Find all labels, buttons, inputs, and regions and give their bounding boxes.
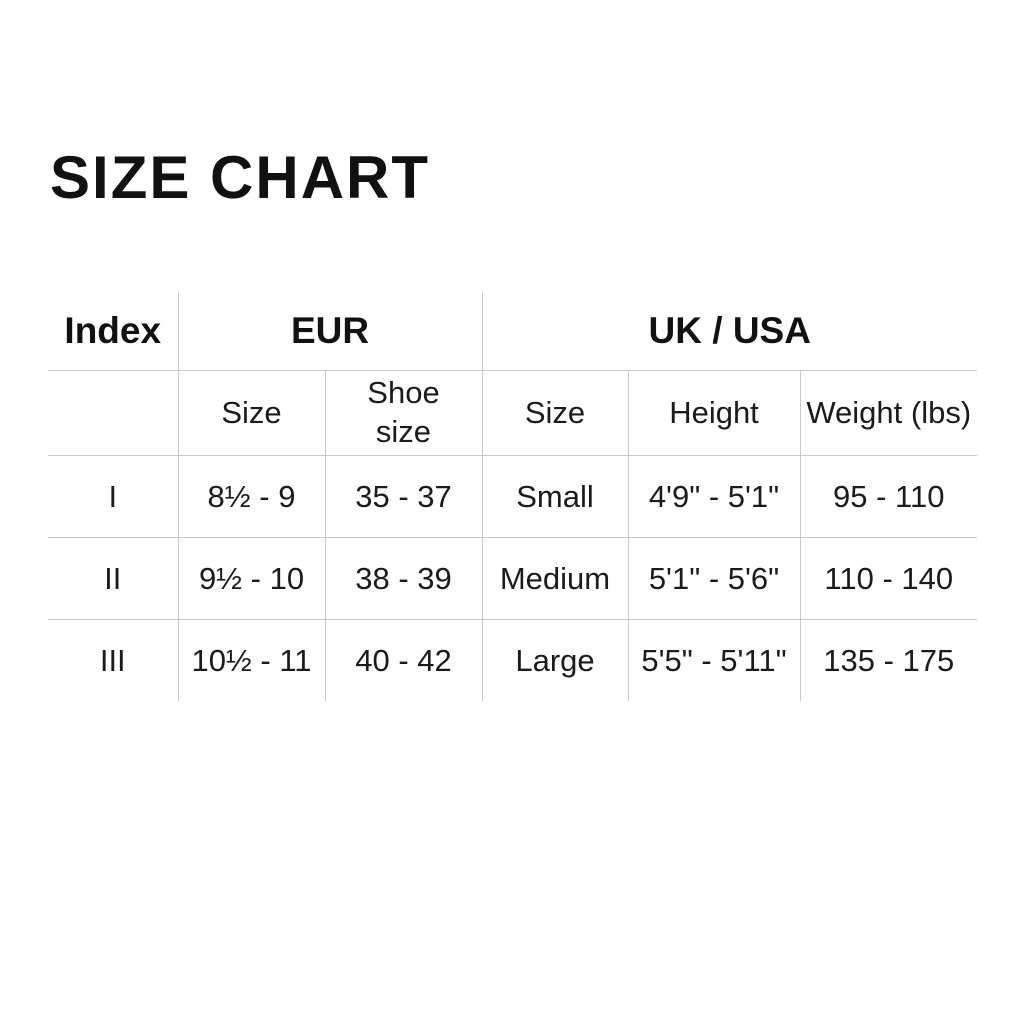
cell-weight-III: 135 - 175 xyxy=(823,642,955,678)
page-title: SIZE CHART xyxy=(50,144,430,211)
cell-eur-size-II: 9½ - 10 xyxy=(178,537,326,620)
subheader-weight: Weight (lbs) xyxy=(800,370,978,456)
subheader-usa-size: Size xyxy=(482,370,629,456)
group-header-eur: EUR xyxy=(178,292,483,371)
cell-weight-II: 110 - 140 xyxy=(800,537,978,620)
cell-index-III: III xyxy=(48,619,179,701)
subheader-height: Height xyxy=(628,370,801,456)
cell-eur-shoe-size-I: 35 - 37 xyxy=(325,455,483,538)
cell-usa-size-II: Medium xyxy=(482,537,629,620)
subheader-eur-shoe-size-label: Shoe size xyxy=(367,375,440,449)
cell-usa-size-III: Large xyxy=(482,619,629,701)
table-row-II: II 9½ - 10 38 - 39 Medium 5'1" - 5'6" 11… xyxy=(48,537,978,620)
cell-usa-size-I: Small xyxy=(482,455,629,538)
group-header-index: Index xyxy=(48,292,179,371)
cell-height-III: 5'5" - 5'11" xyxy=(628,619,801,701)
cell-index-I: I xyxy=(48,455,179,538)
table-row-III: III 10½ - 11 40 - 42 Large 5'5" - 5'11" … xyxy=(48,619,977,701)
cell-eur-size-I: 8½ - 9 xyxy=(178,455,326,538)
cell-eur-shoe-size-II: 38 - 39 xyxy=(325,537,483,620)
size-chart-table: Index EUR UK / USA Size Shoe size Size H… xyxy=(48,292,978,701)
cell-eur-shoe-size-III: 40 - 42 xyxy=(325,619,483,701)
cell-eur-size-III: 10½ - 11 xyxy=(178,619,326,701)
group-header-uk-usa: UK / USA xyxy=(482,292,978,371)
subheader-index xyxy=(48,370,179,456)
subheader-eur-size: Size xyxy=(178,370,326,456)
table-row-I: I 8½ - 9 35 - 37 Small 4'9" - 5'1" 95 - … xyxy=(48,455,978,538)
size-chart-table-container: Index EUR UK / USA Size Shoe size Size H… xyxy=(48,292,978,701)
cell-index-II: II xyxy=(48,537,179,620)
group-header-row: Index EUR UK / USA xyxy=(48,292,978,371)
subheader-eur-shoe-size: Shoe size xyxy=(325,370,483,456)
subheader-row: Size Shoe size Size Height Weight (lbs) xyxy=(48,370,978,456)
cell-height-II: 5'1" - 5'6" xyxy=(628,537,801,620)
cell-weight-I: 95 - 110 xyxy=(800,455,978,538)
cell-height-I: 4'9" - 5'1" xyxy=(628,455,801,538)
